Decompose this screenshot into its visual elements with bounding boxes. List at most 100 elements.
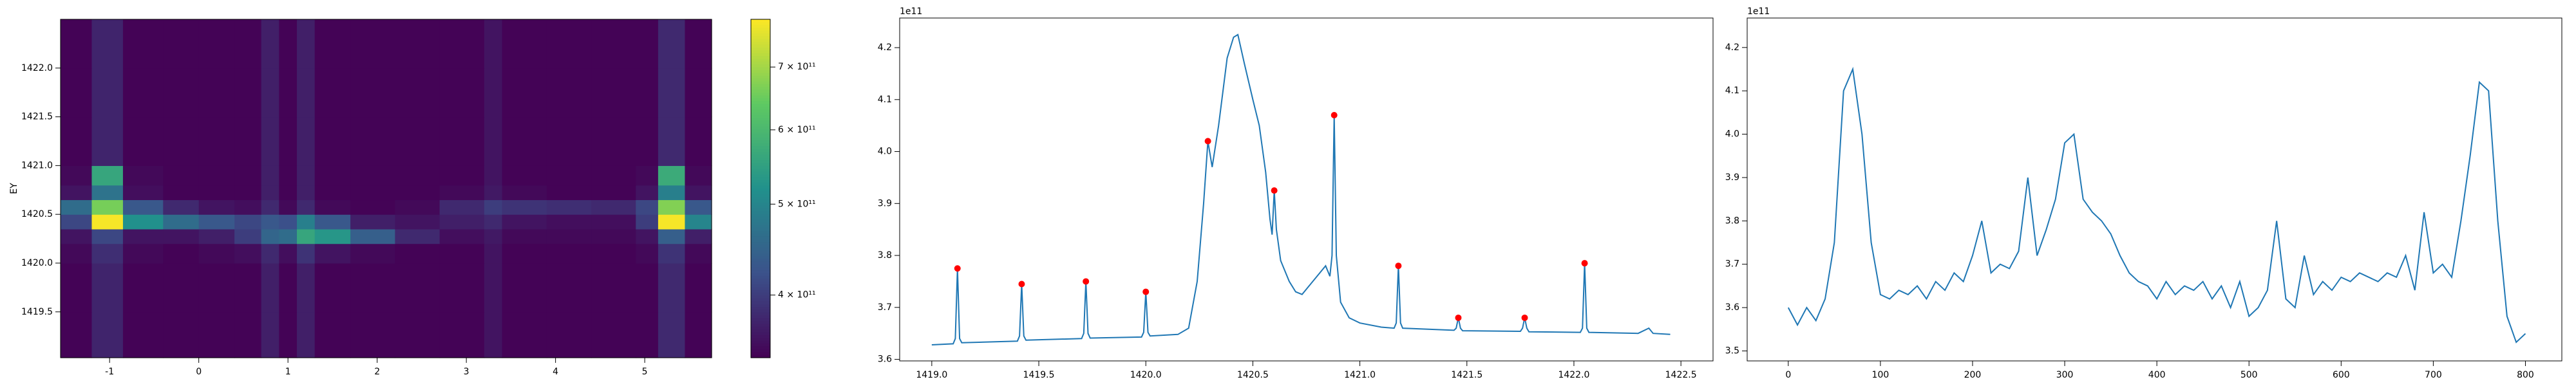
colorbar-segment [751, 304, 770, 308]
colorbar-segment [751, 149, 770, 152]
heatmap-cell [395, 199, 440, 215]
heatmap-cell [591, 116, 636, 166]
y-tick-label: 3.8 [878, 250, 892, 261]
colorbar-segment [751, 160, 770, 164]
heatmap-cell [314, 199, 351, 215]
heatmap-cell [350, 19, 395, 69]
heatmap-cell [279, 68, 298, 118]
heatmap-cell [122, 214, 164, 230]
colorbar-segment [751, 273, 770, 277]
heatmap-cell [279, 262, 298, 313]
colorbar-segment [751, 230, 770, 234]
colorbar-segment [751, 47, 770, 51]
heatmap-cell [261, 185, 279, 201]
colorbar-segment [751, 236, 770, 240]
heatmap-cell [279, 116, 298, 166]
axes-frame [1747, 17, 2562, 362]
heatmap-cell [61, 199, 93, 215]
colorbar-segment [751, 106, 770, 110]
colorbar-segment [751, 132, 770, 136]
peak-marker [1521, 314, 1528, 321]
heatmap-cell [61, 243, 93, 264]
colorbar-segment [751, 124, 770, 127]
heatmap-cell [439, 116, 485, 166]
heatmap-cell [591, 19, 636, 69]
colorbar-segment [751, 183, 770, 187]
heatmap-cell [261, 214, 279, 230]
heatmap-cell [261, 199, 279, 215]
colorbar-segment [751, 101, 770, 105]
heatmap-cell [439, 311, 485, 358]
y-tick-label: 1421.5 [21, 112, 53, 122]
colorbar-segment [751, 24, 770, 28]
x-tick-label: 1 [285, 367, 291, 377]
heatmap-cell [350, 185, 395, 201]
heatmap-cell [163, 214, 200, 230]
colorbar-segment [751, 22, 770, 26]
heatmap-cell [546, 19, 592, 69]
heatmap-cell [198, 262, 235, 313]
heatmap-cell [91, 228, 124, 244]
heatmap-cell [261, 262, 279, 313]
colorbar-segment [751, 295, 770, 299]
colorbar-segment [751, 324, 770, 327]
x-tick-label: 3 [464, 367, 469, 377]
y-axis-label: EY [9, 183, 19, 194]
colorbar-segment [751, 30, 770, 34]
colorbar-segment [751, 318, 770, 322]
heatmap-cell [591, 165, 636, 186]
heatmap-cell [502, 243, 547, 264]
heatmap-cell [91, 185, 124, 201]
heatmap-cell [91, 68, 124, 118]
y-tick-label: 3.6 [1725, 302, 1739, 313]
heatmap-cell [234, 68, 262, 118]
heatmap-cell [297, 262, 316, 313]
heatmap-cell [658, 116, 686, 166]
heatmap-cell [163, 262, 200, 313]
heatmap-cell [395, 19, 440, 69]
colorbar-segment [751, 312, 770, 316]
x-tick-label: 400 [2148, 370, 2166, 380]
heatmap-cell [198, 199, 235, 215]
colorbar-segment [751, 290, 770, 293]
x-tick-label: 1422.0 [1558, 370, 1589, 380]
x-tick-label: 500 [2240, 370, 2258, 380]
heatmap-cell [685, 185, 712, 201]
heatmap-cell [502, 311, 547, 358]
heatmap-cell [591, 199, 636, 215]
colorbar-segment [751, 352, 770, 356]
heatmap-cell [234, 262, 262, 313]
colorbar-segment [751, 109, 770, 113]
colorbar-segment [751, 129, 770, 133]
heatmap-cell [502, 165, 547, 186]
heatmap-cell [163, 199, 200, 215]
y-tick-label: 1421.0 [21, 160, 53, 170]
colorbar-tick-label: 4 × 10¹¹ [778, 290, 816, 300]
heatmap-cell [163, 228, 200, 244]
heatmap-cell [279, 165, 298, 186]
heatmap-cell [122, 243, 164, 264]
heatmap-cell [279, 185, 298, 201]
heatmap-cell [297, 19, 316, 69]
heatmap-cell [279, 199, 298, 215]
heatmap-cell [314, 165, 351, 186]
colorbar-segment [751, 28, 770, 32]
heatmap-cell [502, 19, 547, 69]
heatmap-cell [279, 311, 298, 358]
heatmap-cell [350, 228, 395, 244]
offset-label: 1e11 [900, 6, 922, 17]
heatmap-cell [314, 262, 351, 313]
colorbar-segment [751, 177, 770, 181]
y-tick-label: 3.8 [1725, 216, 1739, 226]
heatmap-cell [297, 116, 316, 166]
heatmap-cell [395, 311, 440, 358]
y-tick-label: 4.0 [878, 147, 892, 157]
heatmap-cell [484, 228, 503, 244]
data-line [931, 33, 1671, 345]
heatmap-cell [61, 19, 93, 69]
heatmap-cell [658, 199, 686, 215]
colorbar-segment [751, 104, 770, 107]
colorbar-segment [751, 281, 770, 285]
colorbar-segment [751, 279, 770, 282]
heatmap-cell [122, 199, 164, 215]
